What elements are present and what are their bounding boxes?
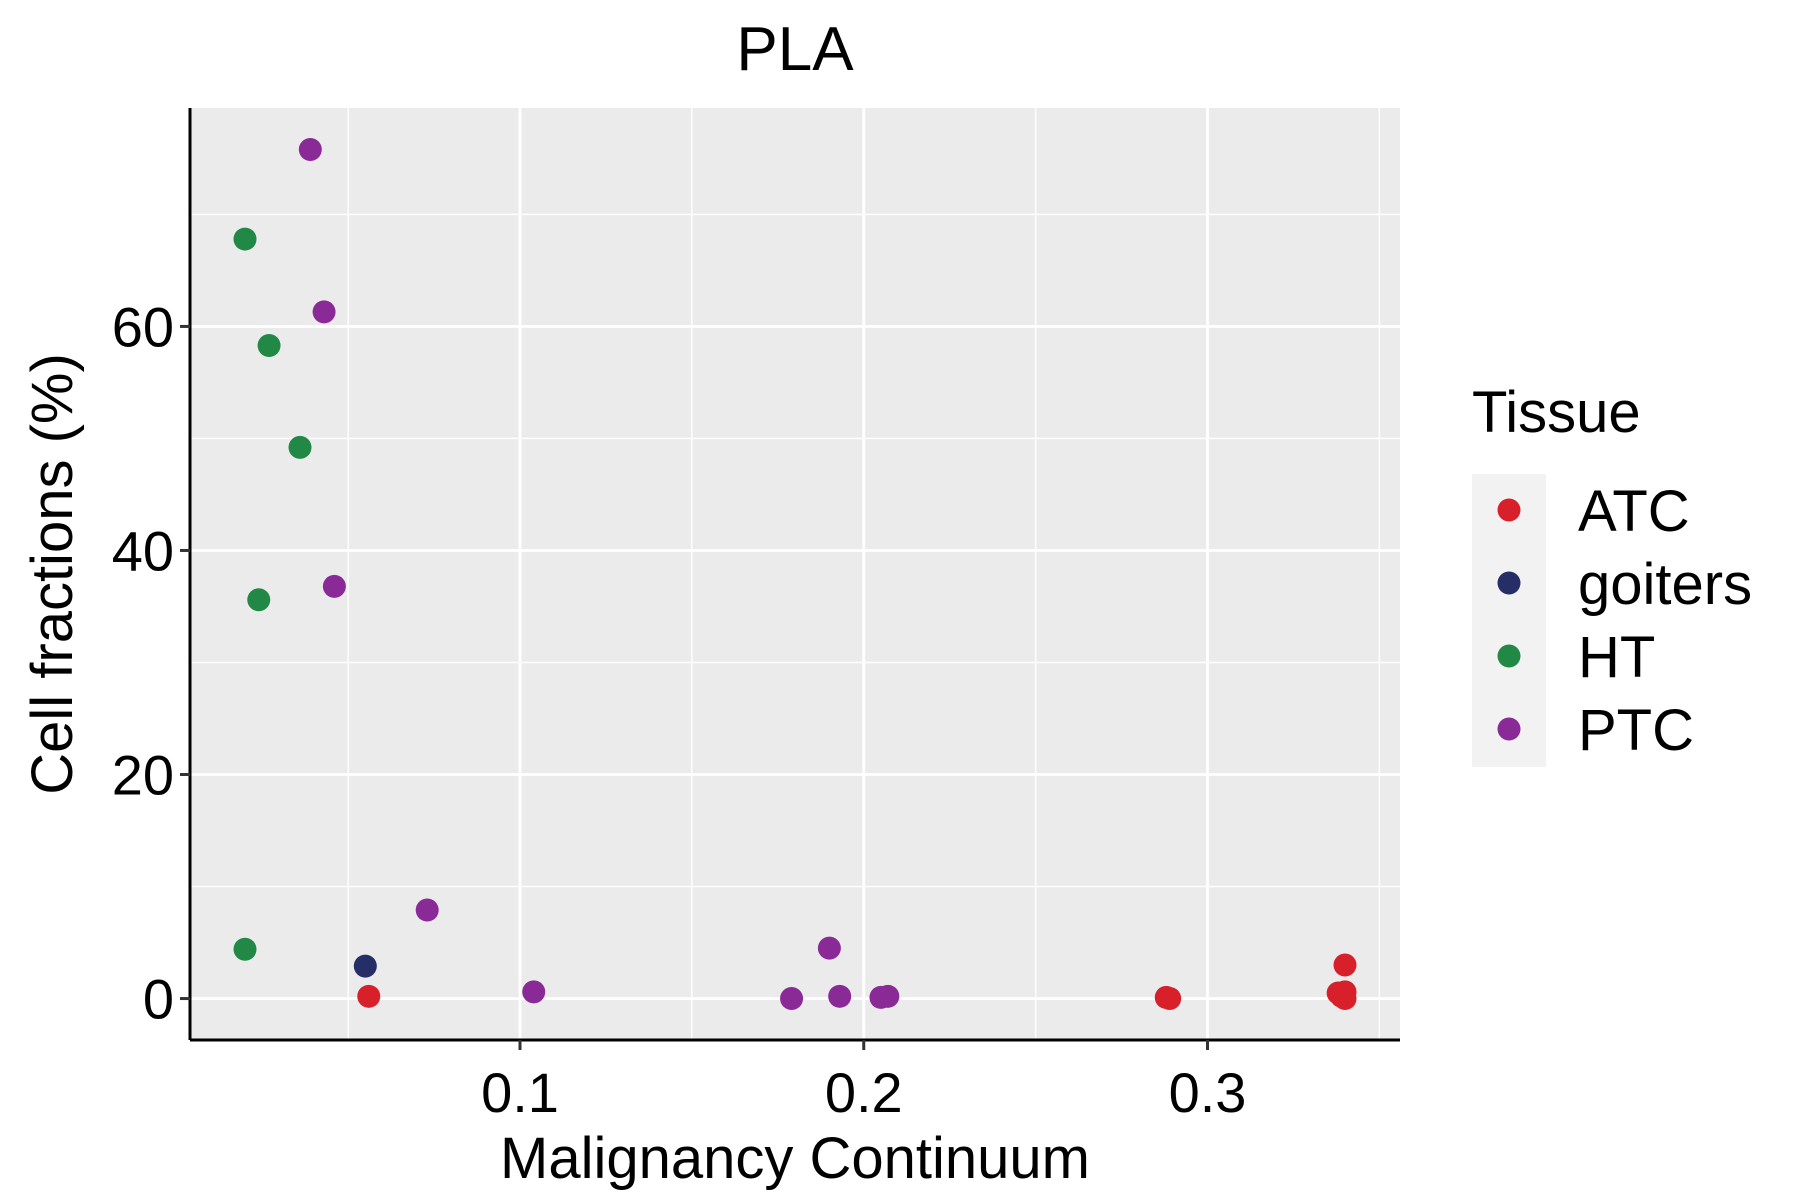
data-point-ptc (828, 984, 852, 1008)
data-point-ht (233, 227, 257, 251)
legend-label-goiters: goiters (1578, 552, 1752, 617)
data-point-ptc (780, 987, 804, 1011)
data-point-ptc (876, 984, 900, 1008)
data-point-goiters (353, 954, 377, 978)
y-tick-label: 20 (112, 744, 174, 807)
data-point-ht (288, 435, 312, 459)
y-tick-label: 40 (112, 519, 174, 582)
data-point-atc (1333, 987, 1357, 1011)
legend-key-ptc (1497, 717, 1521, 741)
x-tick-label: 0.2 (825, 1061, 903, 1124)
legend-label-ht: HT (1578, 625, 1655, 690)
y-tick-label: 60 (112, 295, 174, 358)
data-point-ptc (298, 137, 322, 161)
major-gridlines (190, 108, 1400, 1040)
data-point-ht (233, 937, 257, 961)
data-point-ptc (415, 898, 439, 922)
data-point-ptc (322, 574, 346, 598)
axis-ticks: 0.1 0.2 0.3 0 20 40 60 (112, 295, 1247, 1124)
y-axis-title: Cell fractions (%) (20, 353, 85, 795)
legend-label-atc: ATC (1578, 479, 1690, 544)
data-point-ptc (312, 300, 336, 324)
y-tick-label: 0 (143, 968, 174, 1031)
data-point-ptc (522, 980, 546, 1004)
legend-key-ht (1497, 644, 1521, 668)
chart-title: PLA (736, 15, 854, 84)
legend-key-goiters (1497, 571, 1521, 595)
x-axis-title: Malignancy Continuum (500, 1126, 1090, 1191)
data-point-atc (1158, 987, 1182, 1011)
data-point-ht (257, 333, 281, 357)
data-point-atc (357, 984, 381, 1008)
x-tick-label: 0.3 (1169, 1061, 1247, 1124)
legend-key-atc (1497, 498, 1521, 522)
legend-label-ptc: PTC (1578, 698, 1694, 763)
plot-panel (190, 108, 1400, 1040)
legend: Tissue ATC goiters HT PTC (1472, 380, 1752, 767)
data-point-ht (247, 588, 271, 612)
data-point-atc (1333, 953, 1357, 977)
legend-title: Tissue (1472, 380, 1641, 445)
data-points (233, 137, 1357, 1011)
minor-gridlines (190, 108, 1400, 1040)
data-point-ptc (817, 936, 841, 960)
x-tick-label: 0.1 (481, 1061, 559, 1124)
